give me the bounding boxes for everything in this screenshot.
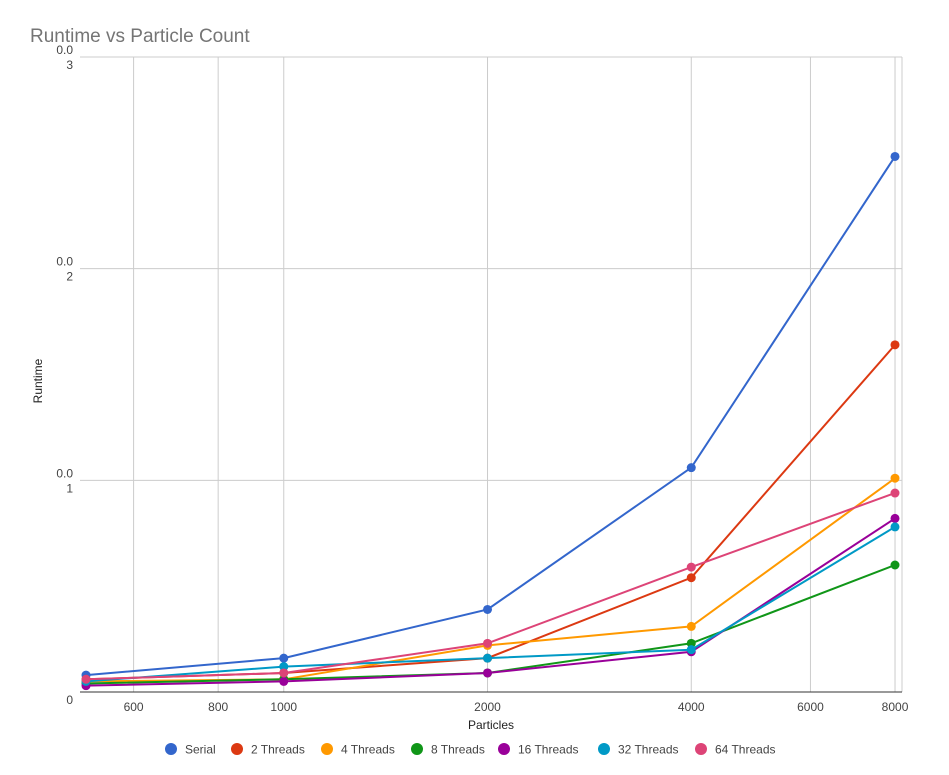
- x-axis-label: Particles: [468, 718, 514, 732]
- x-tick-label: 4000: [678, 700, 705, 714]
- data-point-5-2: [483, 653, 493, 663]
- data-point-3-3: [686, 638, 696, 648]
- legend-marker-6: [695, 743, 707, 755]
- x-tick-label: 2000: [474, 700, 501, 714]
- legend-label-4: 16 Threads: [518, 743, 579, 757]
- data-point-3-4: [890, 560, 900, 570]
- y-tick-sublabel: 0.0: [56, 255, 73, 269]
- y-tick-sublabel: 0.0: [56, 466, 73, 480]
- legend-marker-4: [498, 743, 510, 755]
- data-point-4-4: [890, 513, 900, 523]
- data-point-5-3: [686, 645, 696, 655]
- y-tick-label: 2: [66, 270, 73, 284]
- axes: 30.020.010.00 600 800 1000 2000 4000 6000 8000: [56, 43, 908, 714]
- legend-marker-2: [321, 743, 333, 755]
- gridlines: [80, 56, 903, 692]
- legend-marker-1: [231, 743, 243, 755]
- data-point-6-2: [483, 638, 493, 648]
- legend-marker-0: [165, 743, 177, 755]
- data-point-4-1: [279, 676, 289, 686]
- x-tick-label: 8000: [882, 700, 909, 714]
- legend-label-0: Serial: [185, 743, 216, 757]
- y-axis-label: Runtime: [31, 358, 45, 403]
- data-point-6-4: [890, 488, 900, 498]
- legend-label-5: 32 Threads: [618, 743, 679, 757]
- series-line-6: [85, 492, 896, 681]
- series-line-3: [85, 564, 896, 685]
- data-point-1-3: [686, 573, 696, 583]
- legend-marker-5: [598, 743, 610, 755]
- legend-label-6: 64 Threads: [715, 743, 776, 757]
- x-tick-label: 1000: [270, 700, 297, 714]
- data-point-6-1: [279, 668, 289, 678]
- legend: Serial 2 Threads 4 Threads 8 Threads 16 Thre…: [165, 743, 776, 757]
- y-tick-label: 3: [66, 58, 73, 72]
- legend-label-2: 4 Threads: [341, 743, 395, 757]
- data-point-5-4: [890, 522, 900, 532]
- data-point-5-1: [279, 662, 289, 672]
- data-point-0-2: [483, 604, 493, 614]
- legend-label-3: 8 Threads: [431, 743, 485, 757]
- x-tick-label: 800: [208, 700, 228, 714]
- series-line-2: [85, 477, 896, 683]
- series-line-1: [85, 344, 896, 681]
- data-points: [81, 151, 900, 691]
- legend-marker-3: [411, 743, 423, 755]
- data-point-2-3: [686, 621, 696, 631]
- x-tick-label: 600: [124, 700, 144, 714]
- data-point-4-2: [483, 668, 493, 678]
- chart-title: Runtime vs Particle Count: [30, 26, 250, 47]
- data-point-0-1: [279, 653, 289, 663]
- data-point-2-4: [890, 473, 900, 483]
- data-point-0-3: [686, 463, 696, 473]
- data-point-6-3: [686, 562, 696, 572]
- y-tick-label: 1: [66, 481, 73, 495]
- x-tick-label: 6000: [797, 700, 824, 714]
- data-point-0-4: [890, 151, 900, 161]
- legend-label-1: 2 Threads: [251, 743, 305, 757]
- y-tick-label: 0: [66, 693, 73, 707]
- data-point-1-4: [890, 340, 900, 350]
- y-tick-sublabel: 0.0: [56, 43, 73, 57]
- data-point-6-0: [81, 674, 91, 684]
